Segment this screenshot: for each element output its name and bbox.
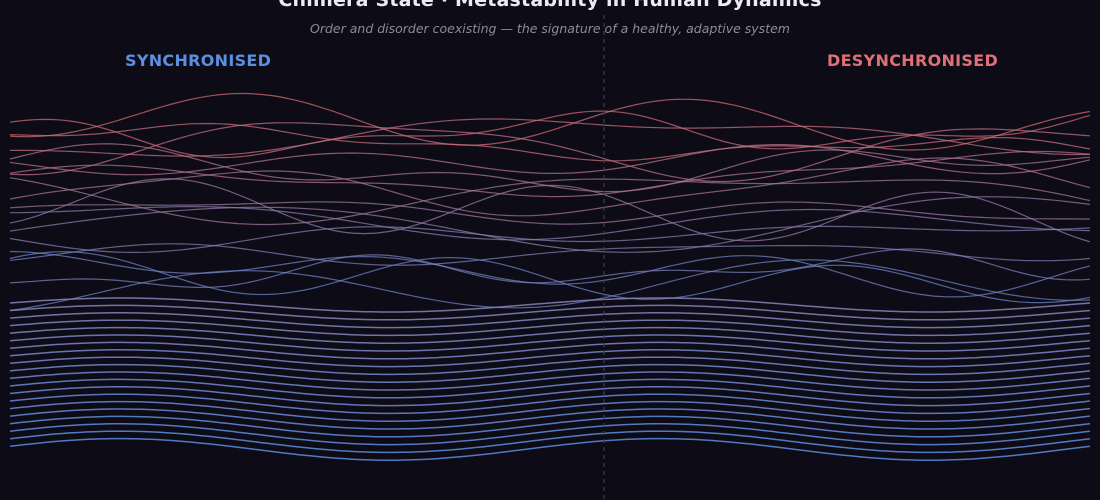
desynchronised-oscillator-line (9, 150, 1091, 198)
synchronised-oscillator-line (9, 297, 1091, 313)
desynchronised-oscillator-line (9, 250, 1091, 298)
desynchronised-oscillator-line (9, 259, 1091, 311)
synchronised-label: SYNCHRONISED (125, 51, 272, 70)
desynchronised-oscillator-line (10, 206, 1091, 241)
desynchronised-oscillator-line (9, 243, 1091, 266)
synchronised-oscillator-line (9, 400, 1091, 422)
desynchronised-oscillator-line (9, 177, 1091, 226)
synchronised-oscillator-line (9, 423, 1091, 446)
desynchronised-oscillator-line (9, 225, 1091, 253)
desynchronised-oscillator-line (9, 201, 1091, 225)
synchronised-oscillator-line (9, 430, 1091, 454)
synchronised-oscillator-line (9, 415, 1091, 438)
synchronised-oscillator-line (9, 334, 1091, 352)
desynchronised-oscillator-line (9, 157, 1091, 217)
synchronised-oscillator-line (9, 326, 1091, 344)
synchronised-oscillator-line (9, 363, 1091, 383)
synchronised-oscillator-line (9, 341, 1091, 360)
synchronised-oscillator-line (9, 349, 1091, 368)
desynchronised-oscillator-line (9, 122, 1091, 183)
desynchronised-oscillator-line (9, 248, 1091, 288)
synchronised-oscillator-line (9, 393, 1091, 415)
synchronised-oscillator-line (9, 437, 1091, 461)
synchronised-oscillator-line (9, 371, 1091, 391)
synchronised-oscillator-line (9, 378, 1091, 399)
synchronised-oscillator-line (9, 312, 1091, 329)
synchronised-oscillator-line (9, 408, 1091, 430)
figure-subtitle: Order and disorder coexisting — the sign… (310, 21, 790, 36)
desynchronised-oscillator-line (9, 122, 1091, 162)
desynchronised-oscillator-line (9, 110, 1091, 159)
synchronised-oscillator-line (9, 319, 1091, 337)
desynchronised-label: DESYNCHRONISED (827, 51, 999, 70)
desynchronised-oscillator-line (9, 251, 1091, 304)
desynchronised-oscillator-line (9, 178, 1091, 243)
synchronised-oscillator-line (9, 386, 1091, 407)
synchronised-oscillator-line (9, 356, 1091, 376)
desynchronised-oscillator-line (9, 92, 1091, 151)
desynchronised-oscillator-line (9, 196, 1091, 253)
synchronised-oscillator-line (9, 304, 1091, 321)
desynchronised-oscillator-line (10, 118, 1091, 157)
figure-title: Chimera State · Metastability in Human D… (278, 0, 822, 11)
